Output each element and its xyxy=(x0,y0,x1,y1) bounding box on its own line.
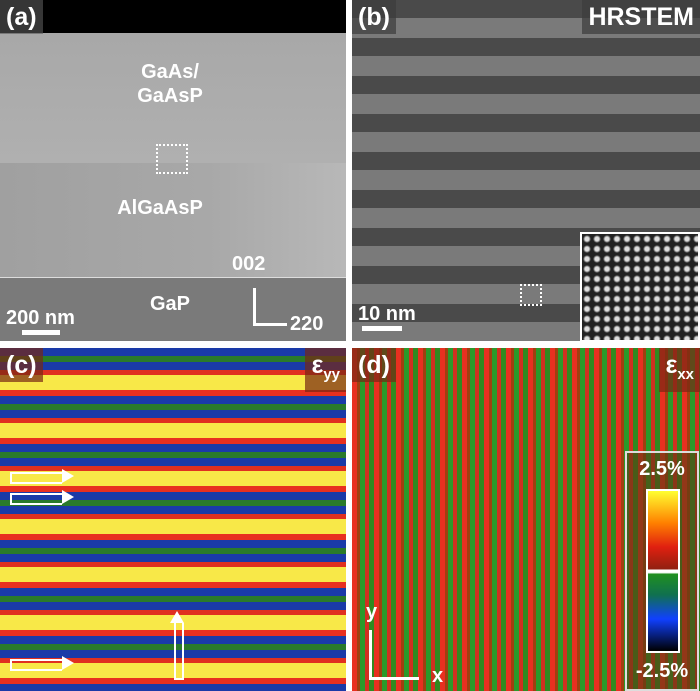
arrow-up-head-icon xyxy=(170,611,184,623)
layer-gaas-gaasp xyxy=(0,33,346,163)
atomic-resolution-inset xyxy=(580,232,700,341)
epsilon-symbol: ε xyxy=(311,351,324,379)
panel-title: HRSTEM xyxy=(582,0,700,34)
arrow-right-icon xyxy=(10,469,74,484)
panel-label: (b) xyxy=(352,0,396,34)
layer-label-line: GaAsP xyxy=(137,85,203,107)
axis-x-label: x xyxy=(432,665,444,687)
layer-label-gaas-gaasp: GaAs/GaAsP xyxy=(120,60,220,108)
colorbar xyxy=(646,489,680,653)
direction-label-220: 220 xyxy=(290,313,324,335)
panel-b-hrstem: (b) HRSTEM 10 nm xyxy=(352,0,700,341)
colorbar-min-label: -2.5% xyxy=(635,660,689,682)
colorbar-frame: 2.5% -2.5% xyxy=(625,451,699,691)
layer-label-line: GaAs/ xyxy=(141,61,199,83)
direction-arrow-up-icon xyxy=(253,288,256,326)
epsilon-symbol: ε xyxy=(665,351,678,379)
layer-label-gap: GaP xyxy=(149,293,191,315)
scale-label: 200 nm xyxy=(6,307,75,329)
scale-bar xyxy=(22,330,60,335)
axis-y-arrow-icon xyxy=(369,630,372,680)
axis-y-label: y xyxy=(366,601,378,623)
layer-label-algaasp: AlGaAsP xyxy=(117,197,203,219)
strain-component-label: εyy xyxy=(305,348,346,392)
roi-box xyxy=(156,144,188,174)
direction-label-002: 002 xyxy=(232,253,266,275)
arrow-right-icon xyxy=(10,490,74,505)
strain-component-label: εxx xyxy=(659,348,700,392)
panel-label: (a) xyxy=(0,0,43,34)
panel-d-strain-map-exx: (d) εxx 2.5% -2.5% y x xyxy=(352,348,700,691)
layer-algaasp xyxy=(0,163,346,277)
panel-label: (c) xyxy=(0,348,43,382)
panel-a-stem-overview: (a) GaAs/GaAsP AlGaAsP GaP 200 nm 002 22… xyxy=(0,0,346,341)
colorbar-max-label: 2.5% xyxy=(639,458,685,480)
direction-arrow-right-icon xyxy=(253,323,287,326)
panel-c-strain-map-eyy: (c) εyy xyxy=(0,348,346,691)
axis-x-arrow-icon xyxy=(369,677,419,680)
component-subscript: yy xyxy=(323,366,340,383)
roi-box xyxy=(520,284,542,306)
black-top-band xyxy=(0,0,346,33)
arrow-up-icon xyxy=(174,623,184,680)
component-subscript: xx xyxy=(677,366,694,383)
arrow-right-icon xyxy=(10,656,74,671)
scale-label: 10 nm xyxy=(358,303,416,325)
scale-bar xyxy=(362,326,402,331)
panel-label: (d) xyxy=(352,348,396,382)
